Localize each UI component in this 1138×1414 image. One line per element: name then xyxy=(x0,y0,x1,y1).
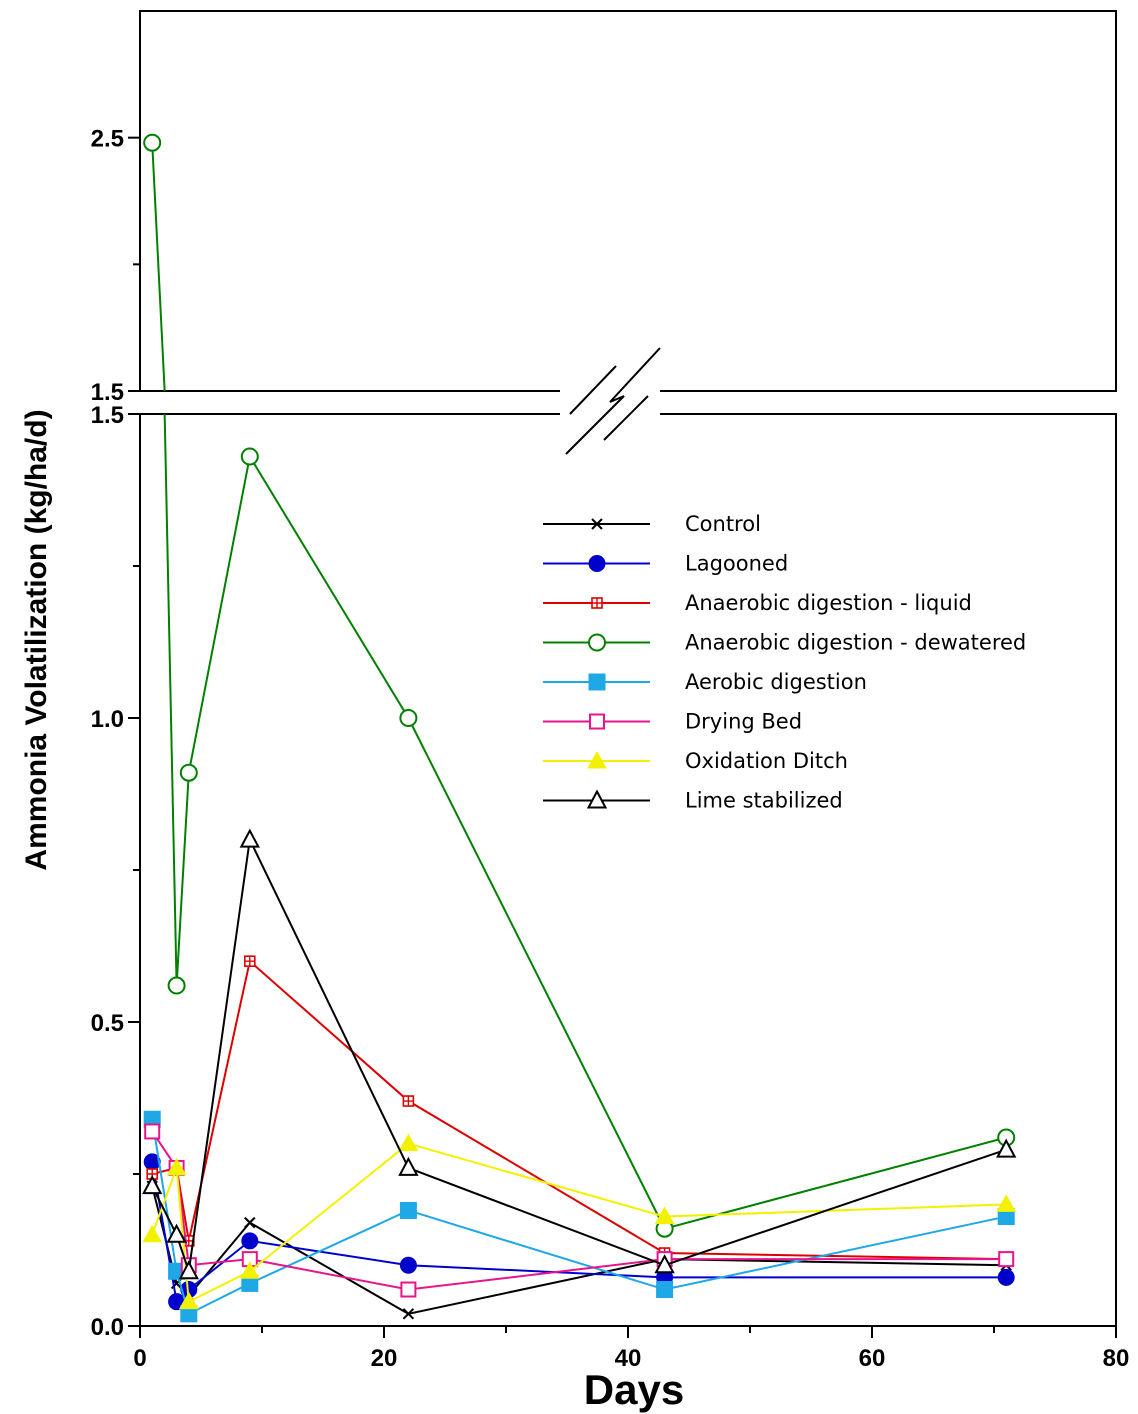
legend-label: Lagooned xyxy=(685,552,788,576)
plot-frame xyxy=(139,10,1117,1327)
data-point xyxy=(996,1138,1017,1158)
y-tick-label: 1.5 xyxy=(91,402,124,429)
series-oxidation-ditch xyxy=(142,1133,1017,1310)
data-point-cross xyxy=(403,1096,414,1107)
series-line xyxy=(151,142,1007,1230)
data-point xyxy=(239,828,260,848)
data-point xyxy=(398,1156,419,1176)
x-tick-label: 40 xyxy=(615,1345,642,1372)
data-point xyxy=(143,133,162,152)
data-point xyxy=(399,1201,417,1219)
data-point xyxy=(166,1223,187,1243)
data-point xyxy=(398,1133,419,1152)
data-point xyxy=(167,976,186,995)
series-line xyxy=(151,1119,1007,1316)
axis-break-mark xyxy=(560,347,661,455)
upper-panel-frame xyxy=(139,10,1117,392)
series-line xyxy=(151,1185,1007,1315)
x-tick-label: 60 xyxy=(859,1345,886,1372)
data-point xyxy=(588,633,606,652)
legend-label: Lime stabilized xyxy=(685,789,843,813)
data-point xyxy=(142,1175,163,1195)
data-point xyxy=(588,555,606,572)
data-point xyxy=(179,763,198,782)
data-point xyxy=(400,1281,417,1298)
x-tick-label: 0 xyxy=(133,1345,146,1372)
x-tick-label: 20 xyxy=(371,1345,398,1372)
data-point xyxy=(142,1224,163,1243)
y-tick-label: 1.5 xyxy=(91,379,124,406)
y-tick-label: 1.0 xyxy=(91,706,124,733)
legend-item: Lagooned xyxy=(543,552,788,576)
data-point xyxy=(240,447,259,466)
series-layer xyxy=(142,133,1017,1323)
data-point xyxy=(656,1281,674,1299)
series-line xyxy=(151,1130,1007,1291)
data-point xyxy=(166,1157,187,1176)
legend-label: Aerobic digestion xyxy=(685,670,867,694)
data-point xyxy=(654,1206,675,1225)
data-point xyxy=(178,1260,199,1280)
legend-label: Anaerobic digestion - liquid xyxy=(685,591,972,615)
legend: Control Lagooned Anaerobic digestion - liq… xyxy=(543,512,1026,813)
series-line xyxy=(151,836,1007,1272)
series-anaerobic-digestion-dewatered xyxy=(143,133,1016,1238)
legend-item: Oxidation Ditch xyxy=(543,749,848,773)
y-tick-label: 0.0 xyxy=(91,1314,124,1341)
legend-item: Aerobic digestion xyxy=(543,670,867,694)
data-point xyxy=(244,1216,256,1229)
legend-item: Anaerobic digestion - dewatered xyxy=(543,631,1026,655)
data-point xyxy=(587,750,607,769)
legend-item: Anaerobic digestion - liquid xyxy=(543,591,972,615)
series-line xyxy=(151,959,1007,1261)
data-point xyxy=(241,1232,259,1250)
data-point-cross xyxy=(244,956,255,967)
y-axis-title: Ammonia Volatilization (kg/ha/d) xyxy=(20,409,53,870)
data-point xyxy=(178,1291,199,1310)
legend-item: Lime stabilized xyxy=(543,789,843,813)
data-point xyxy=(399,1256,417,1274)
data-point xyxy=(586,789,608,809)
data-point xyxy=(998,1251,1015,1268)
x-tick-label: 80 xyxy=(1103,1345,1130,1372)
series-anaerobic-digestion-liquid xyxy=(146,955,1013,1265)
data-point xyxy=(402,1308,415,1320)
y-tick-label: 2.5 xyxy=(91,126,124,153)
legend-label: Control xyxy=(685,512,761,536)
data-point xyxy=(997,1268,1015,1286)
legend-label: Oxidation Ditch xyxy=(685,749,848,773)
series-aerobic-digestion xyxy=(143,1110,1015,1323)
data-point xyxy=(654,1254,675,1274)
data-point xyxy=(239,1261,260,1279)
legend-item: Drying Bed xyxy=(543,710,802,734)
axis-ticks: 0 20 40 60 80 0.0 0.5 1.0 1.51.5 2.5 xyxy=(91,126,1130,1372)
legend-label: Anaerobic digestion - dewatered xyxy=(685,631,1026,655)
series-lime-stabilized xyxy=(142,828,1017,1280)
y-tick-label: 0.5 xyxy=(91,1010,124,1037)
break-slash xyxy=(569,365,617,415)
data-point xyxy=(144,1123,161,1140)
legend-label: Drying Bed xyxy=(685,710,802,734)
data-point-cross xyxy=(592,598,602,608)
break-slash xyxy=(603,395,649,441)
legend-item: Control xyxy=(543,512,761,536)
data-point xyxy=(589,713,605,730)
data-point xyxy=(996,1194,1017,1212)
data-point xyxy=(588,673,606,691)
x-axis-title: Days xyxy=(584,1366,684,1413)
break-slash xyxy=(565,347,661,455)
data-point xyxy=(399,709,418,727)
data-point xyxy=(591,518,603,530)
lower-panel-frame xyxy=(139,413,1117,1327)
